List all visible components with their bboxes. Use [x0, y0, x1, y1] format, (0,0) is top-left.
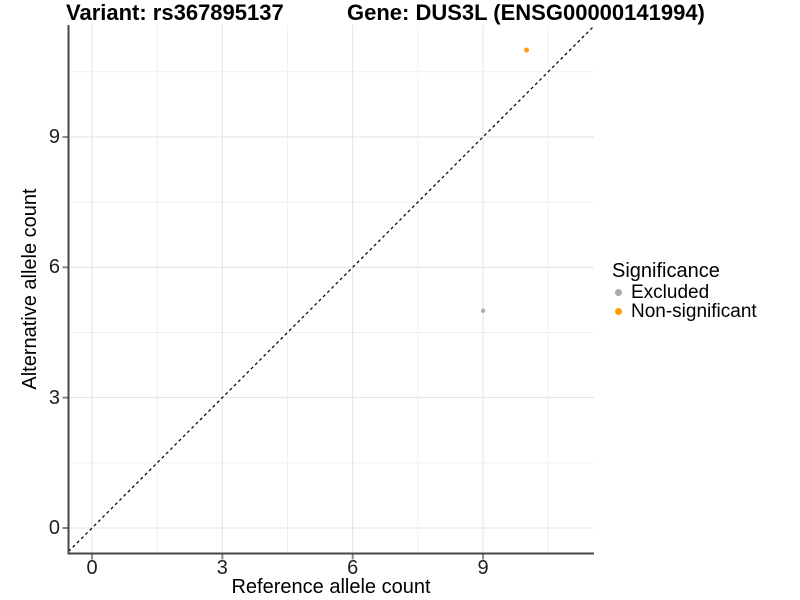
y-tick-label: 0	[48, 517, 60, 539]
x-axis-label: Reference allele count	[231, 576, 431, 598]
plot-title-variant: Variant: rs367895137	[66, 0, 284, 25]
data-point-excluded	[480, 308, 486, 313]
legend-item: Excluded	[612, 281, 757, 303]
data-point-non-significant	[523, 47, 530, 53]
legend: Significance Excluded Non-significant	[612, 260, 757, 322]
legend-dot-icon	[615, 289, 622, 296]
x-tick-label: 9	[477, 557, 489, 579]
legend-title: Significance	[612, 260, 720, 282]
legend-item: Non-significant	[612, 300, 757, 322]
y-tick-label: 6	[48, 256, 60, 279]
plot-title-gene: Gene: DUS3L (ENSG00000141994)	[347, 0, 705, 25]
x-tick-label: 0	[86, 557, 98, 579]
x-tick-label: 3	[216, 557, 228, 579]
y-tick-label: 9	[48, 125, 60, 148]
legend-item-label: Non-significant	[631, 300, 757, 322]
y-tick-label: 3	[48, 386, 60, 409]
legend-dot-icon	[615, 308, 622, 315]
identity-reference-line	[68, 25, 595, 552]
x-tick-label: 6	[347, 557, 359, 579]
legend-item-label: Excluded	[631, 281, 710, 303]
legend-items: Excluded Non-significant	[612, 281, 757, 322]
